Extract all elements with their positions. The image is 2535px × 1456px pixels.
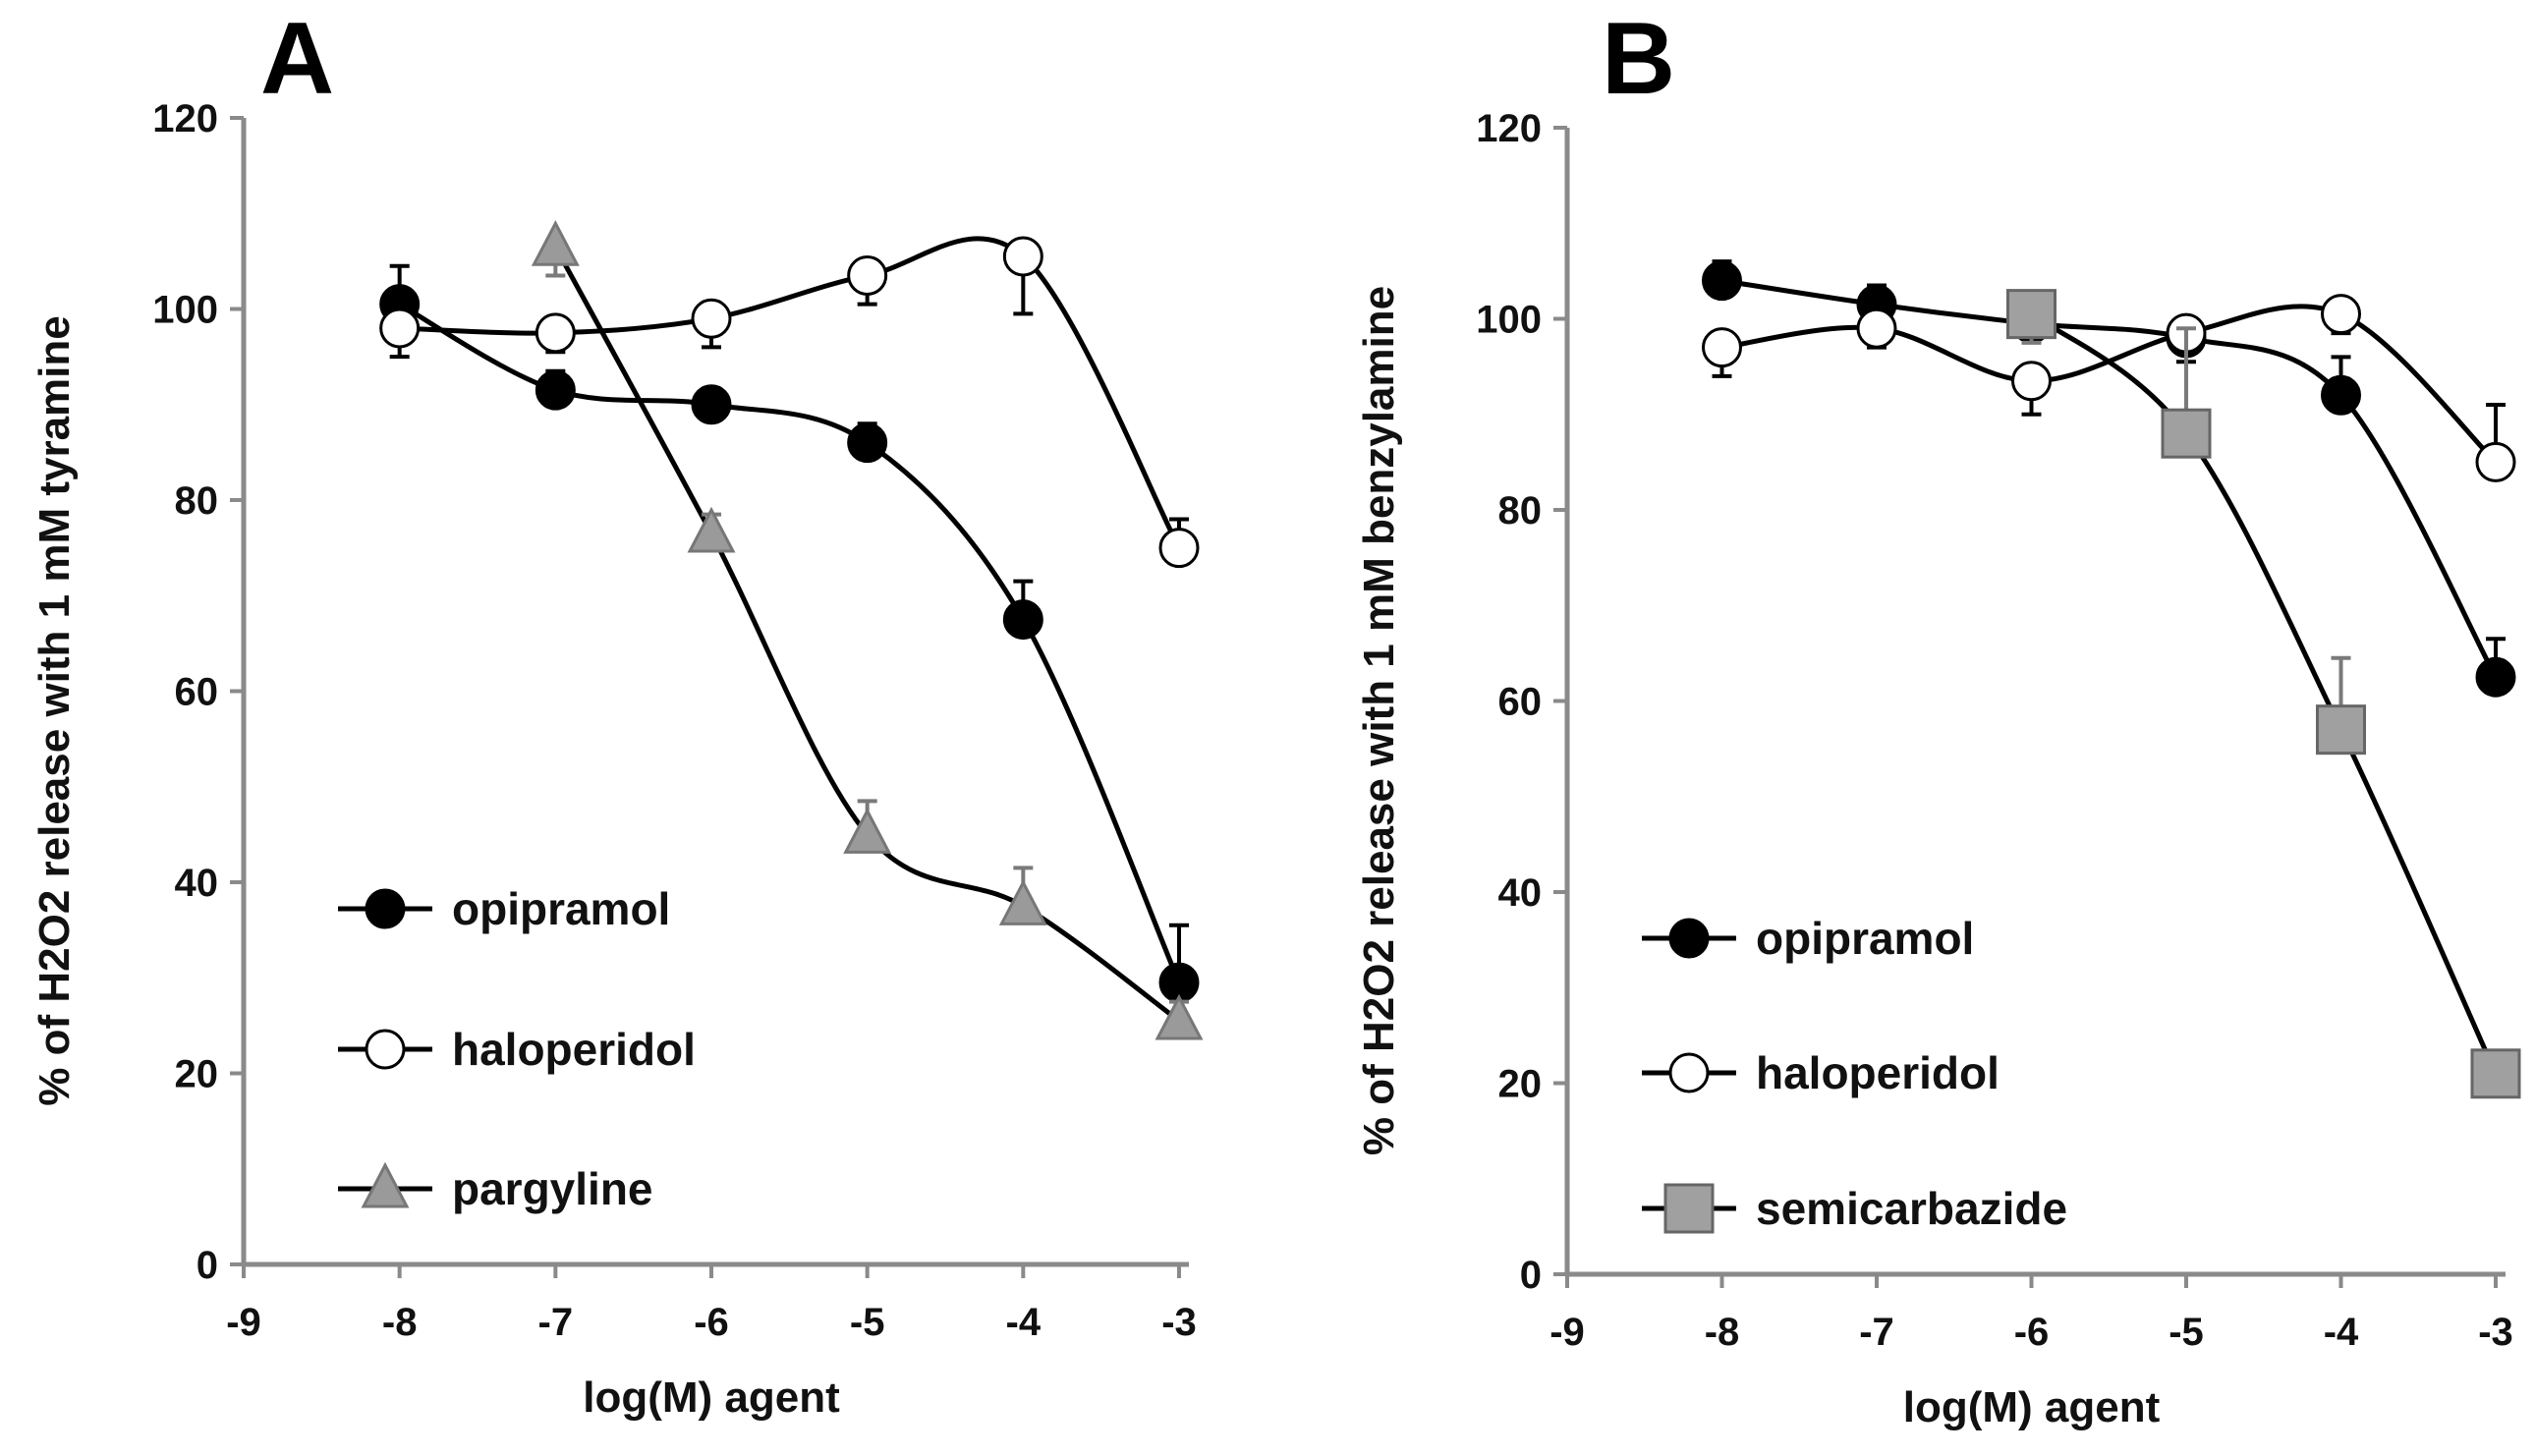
x-tick-label: -3 (1161, 1301, 1197, 1344)
y-tick-label: 60 (1498, 681, 1543, 724)
y-axis-label: % of H2O2 release with 1 mM tyramine (30, 315, 79, 1106)
x-axis-label: log(M) agent (583, 1373, 840, 1422)
data-point-haloperidol (1856, 308, 1897, 349)
data-point-opipramol (1002, 599, 1043, 641)
y-tick-label: 40 (175, 862, 219, 905)
data-point-haloperidol (2475, 441, 2516, 482)
data-point-pargyline (1155, 993, 1204, 1040)
legend-label-opipramol: opipramol (452, 883, 670, 934)
series-line-semicarbazide (2029, 311, 2499, 1075)
y-tick-label: 60 (175, 671, 219, 714)
legend-label-pargyline: pargyline (452, 1163, 653, 1214)
y-tick-label: 0 (197, 1244, 218, 1287)
legend-marker-haloperidol (1668, 1052, 1710, 1093)
legend-marker-opipramol (1668, 918, 1710, 959)
data-point-semicarbazide (2470, 1048, 2521, 1099)
data-point-opipramol (847, 422, 888, 464)
data-point-semicarbazide (2006, 289, 2056, 340)
y-tick-label: 40 (1498, 871, 1543, 915)
x-tick-label: -5 (850, 1301, 885, 1344)
y-axis-label: % of H2O2 release with 1 mM benzylamine (1355, 286, 1403, 1155)
panel-b-chart: 0 20 40 60 80 100 120 -9 -8 -7 -6 -5 -4 -3 log(M) agen… (1355, 107, 2521, 1431)
y-tick-label: 0 (1520, 1254, 1542, 1297)
data-point-haloperidol (1702, 327, 1742, 368)
data-point-opipramol (535, 369, 576, 411)
x-tick-label: -7 (1859, 1311, 1894, 1354)
y-tick-label: 100 (152, 289, 218, 332)
x-tick-label: -8 (382, 1301, 418, 1344)
series-line-pargyline (553, 246, 1181, 1024)
data-point-haloperidol (2321, 294, 2361, 335)
data-point-opipramol (1702, 260, 1742, 302)
data-point-haloperidol (847, 254, 888, 296)
y-tick-label: 80 (175, 479, 219, 523)
y-tick-label: 80 (1498, 489, 1543, 532)
x-tick-label: -9 (226, 1301, 261, 1344)
data-point-semicarbazide (2316, 704, 2366, 756)
y-tick-label: 120 (152, 97, 218, 140)
data-point-haloperidol (1158, 528, 1200, 569)
x-axis-label: log(M) agent (1903, 1383, 2161, 1431)
legend-marker-pargyline (361, 1161, 410, 1208)
y-tick-label: 20 (1498, 1063, 1543, 1106)
x-tick-label: -6 (2014, 1311, 2050, 1354)
data-point-haloperidol (1002, 236, 1043, 277)
legend-label-haloperidol: haloperidol (452, 1024, 696, 1075)
data-point-pargyline (843, 808, 892, 854)
x-tick-label: -4 (2324, 1311, 2359, 1354)
data-point-opipramol (691, 384, 732, 425)
data-point-semicarbazide (2161, 408, 2212, 459)
legend-marker-opipramol (365, 888, 406, 929)
legend-marker-haloperidol (365, 1029, 406, 1070)
y-tick-label: 120 (1476, 107, 1542, 150)
x-tick-label: -6 (694, 1301, 729, 1344)
x-tick-label: -4 (1006, 1301, 1042, 1344)
x-tick-label: -8 (1705, 1311, 1740, 1354)
legend-label-opipramol: opipramol (1756, 913, 1974, 964)
x-tick-label: -5 (2169, 1311, 2204, 1354)
x-tick-label: -3 (2478, 1311, 2513, 1354)
panel-a-chart: 0 20 40 60 80 100 120 -9 -8 -7 -6 -5 -4 -3 log(M) agen… (30, 97, 1204, 1422)
y-tick-label: 100 (1476, 299, 1542, 342)
x-tick-label: -9 (1549, 1311, 1585, 1354)
panel-b-letter: B (1602, 2, 1675, 116)
data-point-haloperidol (379, 308, 421, 349)
legend-label-haloperidol: haloperidol (1756, 1047, 2000, 1098)
data-point-opipramol (2475, 656, 2516, 698)
data-point-pargyline (687, 506, 736, 553)
data-point-pargyline (531, 220, 580, 266)
data-point-pargyline (998, 879, 1047, 925)
data-point-haloperidol (691, 298, 732, 339)
legend-marker-semicarbazide (1663, 1183, 1715, 1234)
y-tick-label: 20 (175, 1053, 219, 1096)
legend-label-semicarbazide: semicarbazide (1756, 1183, 2067, 1234)
series-line-haloperidol (399, 236, 1182, 549)
data-point-opipramol (2321, 374, 2361, 416)
panel-a-letter: A (260, 2, 334, 116)
data-point-haloperidol (2011, 361, 2052, 402)
data-point-haloperidol (535, 312, 576, 354)
x-tick-label: -7 (538, 1301, 574, 1344)
series-line-opipramol (398, 302, 1182, 984)
